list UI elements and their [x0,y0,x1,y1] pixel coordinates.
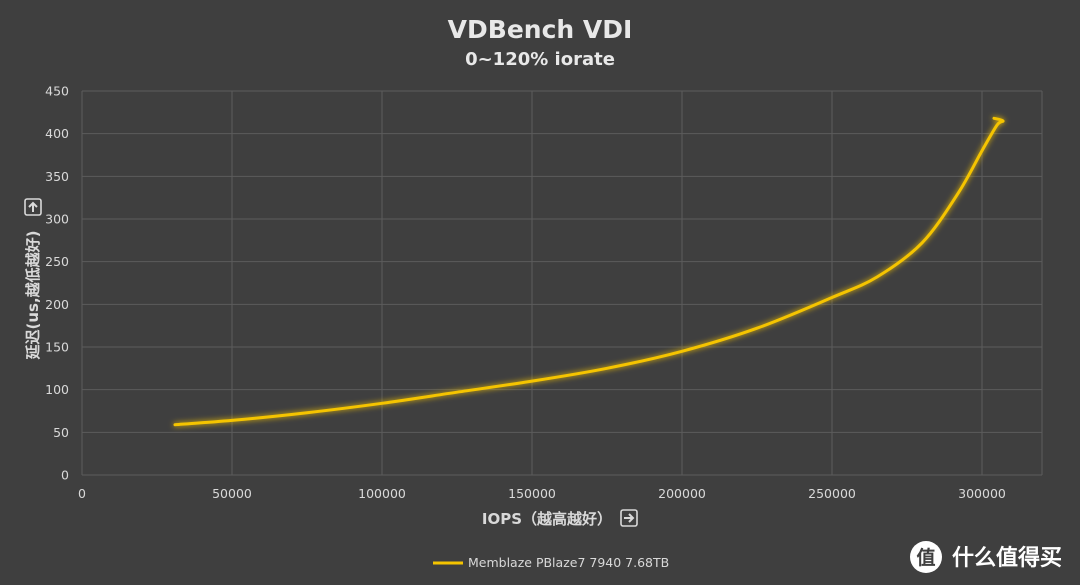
y-tick-label: 450 [45,84,69,99]
chart-title: VDBench VDI [448,15,633,44]
y-tick-label: 150 [45,340,69,355]
x-tick-label: 50000 [212,486,252,501]
y-tick-label: 400 [45,126,69,141]
gridlines [81,90,1043,476]
zhi-badge-icon: 值 [910,541,942,573]
series-line [173,116,1005,427]
tick-labels: 0 50 100 150 200 250 300 350 400 450 0 50000 100000 1… [45,84,1006,502]
watermark-text: 什么值得买 [952,545,1062,571]
legend: Memblaze PBlaze7 7940 7.68TB [433,555,669,570]
x-tick-label: 0 [78,486,86,501]
x-tick-label: 150000 [508,486,556,501]
watermark: 值 什么值得买 [910,541,1062,573]
x-tick-label: 200000 [658,486,706,501]
series-layer [173,116,1005,427]
down-arrow-icon [24,198,42,216]
right-arrow-icon [620,509,638,527]
y-tick-label: 100 [45,382,69,397]
x-axis-label: IOPS（越高越好） [482,510,612,528]
y-axis-label-group: 延迟(us,越低越好) [24,198,42,361]
y-axis-label: 延迟(us,越低越好) [24,230,42,360]
x-tick-label: 100000 [358,486,406,501]
x-tick-label: 250000 [808,486,856,501]
y-tick-label: 250 [45,254,69,269]
y-tick-label: 300 [45,212,69,227]
y-tick-label: 50 [53,425,69,440]
svg-text:值: 值 [916,546,935,569]
y-tick-label: 350 [45,169,69,184]
x-tick-label: 300000 [958,486,1006,501]
y-tick-label: 200 [45,297,69,312]
legend-label: Memblaze PBlaze7 7940 7.68TB [468,555,669,570]
y-tick-label: 0 [61,468,69,483]
chart-subtitle: 0~120% iorate [465,49,615,70]
